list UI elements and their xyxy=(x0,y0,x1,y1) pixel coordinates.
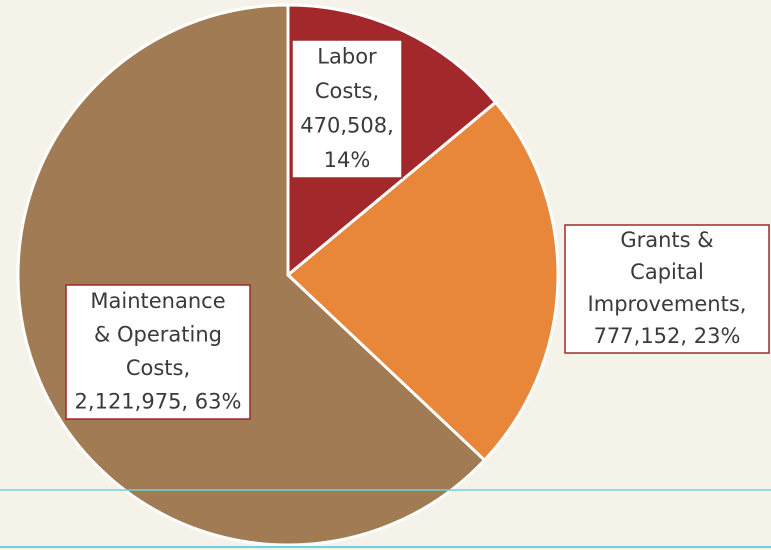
data-label: Maintenance xyxy=(90,289,225,313)
data-label: Improvements, xyxy=(588,292,747,316)
data-label: 14% xyxy=(324,148,371,172)
data-label: Labor xyxy=(317,44,377,68)
data-label: Grants & xyxy=(620,228,713,252)
label-box xyxy=(291,39,403,179)
label-box xyxy=(564,224,770,354)
pie xyxy=(16,3,560,547)
data-label: & Operating xyxy=(94,322,222,346)
data-label: Costs, xyxy=(315,79,379,103)
label-box xyxy=(65,284,251,420)
data-label: Costs, xyxy=(126,356,190,380)
pie-slice xyxy=(285,100,560,463)
data-label: 2,121,975, 63% xyxy=(75,389,242,413)
data-labels: Labor Costs, 470,508, 14% Grants & Capital Imp… xyxy=(65,39,770,420)
data-label: 777,152, 23% xyxy=(594,324,741,348)
data-label: 470,508, xyxy=(300,113,394,137)
data-label: Capital xyxy=(630,260,704,284)
